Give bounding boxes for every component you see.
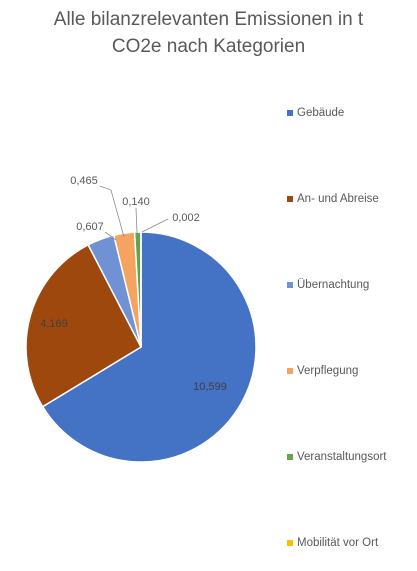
data-label-an-und-abreise: 4,169 bbox=[40, 318, 68, 330]
legend-label: Übernachtung bbox=[297, 279, 370, 291]
legend-item-verpflegung: Verpflegung bbox=[287, 365, 358, 377]
leader-line-veranstaltungsort bbox=[135, 207, 138, 234]
leader-line-verpflegung bbox=[99, 185, 125, 238]
chart-title-line-1: Alle bilanzrelevanten Emissionen in t bbox=[53, 9, 364, 30]
legend-swatch bbox=[287, 540, 293, 546]
legend-swatch bbox=[287, 196, 293, 202]
legend-item-veranstaltungsort: Veranstaltungsort bbox=[287, 451, 387, 463]
leader-line-mobilitaet-vor-ort bbox=[141, 218, 169, 233]
legend-item-gebaeude: Gebäude bbox=[287, 107, 344, 119]
leader-line-uebernachtung bbox=[104, 231, 117, 241]
legend-label: Mobilität vor Ort bbox=[297, 537, 379, 549]
pie-slice-gebaeude bbox=[41, 231, 257, 463]
chart-title-line-2: CO2e nach Kategorien bbox=[111, 36, 306, 57]
legend-swatch bbox=[287, 368, 293, 374]
legend-swatch bbox=[287, 282, 293, 288]
data-label-veranstaltungsort: 0,140 bbox=[122, 196, 150, 208]
legend-swatch bbox=[287, 454, 293, 460]
data-label-uebernachtung: 0,607 bbox=[76, 221, 104, 233]
chart-title: Alle bilanzrelevanten Emissionen in t CO… bbox=[0, 6, 417, 60]
data-label-verpflegung: 0,465 bbox=[70, 175, 98, 187]
legend-label: Veranstaltungsort bbox=[297, 451, 387, 463]
legend-label: Gebäude bbox=[297, 107, 345, 119]
legend-label: An- und Abreise bbox=[297, 193, 379, 205]
data-label-gebaeude: 10,599 bbox=[193, 381, 227, 393]
legend-label: Verpflegung bbox=[297, 365, 359, 377]
legend-item-mobilitaet-vor-ort: Mobilität vor Ort bbox=[287, 537, 378, 549]
legend-item-an-und-abreise: An- und Abreise bbox=[287, 193, 379, 205]
data-label-mobilitaet-vor-ort: 0,002 bbox=[172, 212, 200, 224]
pie-slice-an-und-abreise bbox=[25, 243, 142, 408]
legend-swatch bbox=[287, 110, 293, 116]
legend-item-uebernachtung: Übernachtung bbox=[287, 279, 369, 291]
